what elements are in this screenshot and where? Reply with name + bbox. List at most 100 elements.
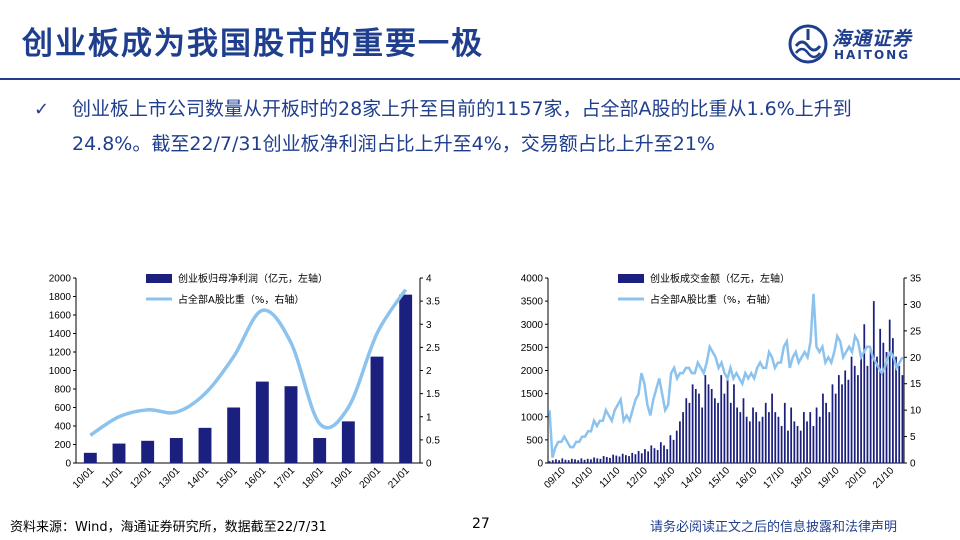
bar [691,384,694,463]
bar [822,393,824,463]
bar [729,402,732,463]
bar [771,393,773,463]
y-left-tick-label: 2000 [49,274,72,285]
legend-line-label: 占全部A股比重（%，右轴） [650,293,776,306]
y-left-tick-label: 1800 [49,292,72,303]
bar [885,352,888,463]
bar [742,398,745,463]
y-left-tick-label: 1000 [49,366,72,377]
bar [796,426,799,463]
y-left-tick-label: 600 [54,403,71,414]
y-left-tick-label: 1000 [521,412,544,423]
x-tick-label: 13/10 [652,465,678,491]
bar [777,416,780,463]
x-tick-label: 12/10 [624,465,650,491]
x-tick-label: 11/01 [100,465,125,490]
bar [580,458,583,463]
y-left-tick-label: 400 [54,422,71,433]
y-right-tick-label: 10 [910,406,922,417]
bar [825,402,827,463]
x-tick-label: 21/01 [386,465,412,491]
series-line [89,288,408,437]
bar [561,458,564,463]
x-tick-label: 19/10 [816,465,842,491]
bar [694,389,697,463]
bar [612,454,615,463]
series-line [548,293,904,459]
legend-bar-swatch [146,274,172,283]
bar [198,427,212,463]
legend-bar-swatch [618,274,644,283]
x-tick-label: 16/10 [734,465,760,491]
bar [860,356,862,463]
y-left-tick-label: 2500 [521,343,544,354]
bar [898,365,901,463]
bar [774,412,777,463]
bar [593,457,595,463]
bar [704,375,707,463]
x-tick-label: 17/01 [272,465,298,491]
bar [748,421,751,463]
x-tick-label: 21/10 [871,465,897,491]
x-tick-label: 19/01 [329,465,355,491]
bar [853,365,856,463]
bar [370,356,384,463]
bar [714,398,716,463]
bar [879,328,882,463]
x-tick-label: 13/01 [157,465,183,491]
bar [555,459,557,463]
bar [815,407,818,463]
bar [551,460,554,463]
bar [831,384,834,463]
x-tick-label: 14/01 [186,465,212,491]
y-right-tick-label: 20 [910,353,922,364]
bar [793,421,796,463]
bar [895,356,897,463]
bar [882,342,885,463]
company-logo: 海通证券 HAITONG [788,22,938,68]
bar [872,301,875,463]
y-right-tick-label: 1 [426,412,432,423]
bar [866,365,869,463]
y-right-tick-label: 2.5 [426,343,440,354]
bar [284,386,298,463]
bar [901,375,904,463]
bar [717,402,719,463]
y-left-tick-label: 4000 [521,274,544,285]
y-right-tick-label: 5 [910,432,916,443]
y-left-tick-label: 1400 [49,329,72,340]
bar [799,430,802,463]
bar [892,338,894,463]
x-tick-label: 18/01 [300,465,326,491]
bar [659,442,662,463]
bar [605,456,608,463]
x-tick-label: 14/10 [679,465,705,491]
bar [647,451,649,463]
bar [733,384,735,463]
bar [758,421,761,463]
bar [682,412,684,463]
bar [761,416,764,463]
bar [628,456,630,463]
bar [141,440,155,463]
bar [574,459,576,463]
bar [736,407,738,463]
bar [564,459,567,463]
bar [787,430,789,463]
bar [720,375,723,463]
y-left-tick-label: 2000 [521,366,544,377]
bar [602,456,605,463]
y-right-tick-label: 2 [426,366,432,377]
bar [637,450,640,463]
logo-text-en: HAITONG [834,48,911,62]
bar [255,381,269,463]
bar [621,453,624,463]
y-right-tick-label: 0 [910,459,916,470]
bar [806,421,808,463]
bar [609,457,611,463]
y-left-tick-label: 3500 [521,297,544,308]
bar [650,445,653,463]
y-left-tick-label: 800 [54,385,71,396]
bar [656,450,659,463]
bar [570,458,573,463]
